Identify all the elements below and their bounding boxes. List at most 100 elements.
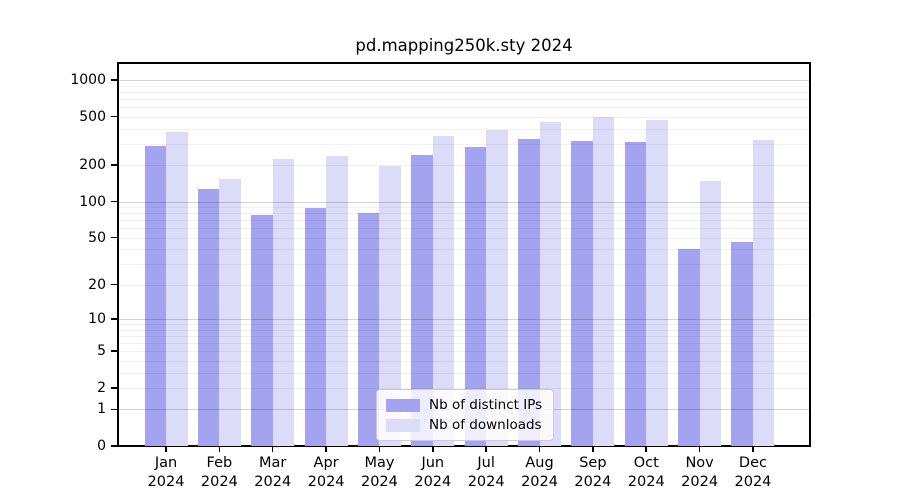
gridline-minor [118,264,810,266]
y-tick-mark [111,350,118,352]
bar-ips-may [357,213,380,446]
y-tick-label: 100 [79,193,106,210]
x-tick-mark [538,446,541,452]
x-tick-mark [378,446,381,452]
bar-ips-jun [411,155,433,446]
gridline-minor [118,249,810,251]
x-tick-label-jul: Jul 2024 [467,455,505,490]
bar-downloads-jul [486,130,508,446]
bar-ips-jan [144,146,166,446]
x-tick-mark [698,446,701,452]
y-tick-label: 2 [97,379,106,396]
y-tick-mark [111,408,118,411]
y-tick-mark [111,387,118,389]
y-tick-label: 20 [88,276,106,293]
x-tick-label-feb: Feb 2024 [200,455,238,490]
gridline-minor [118,284,810,286]
bar-downloads-feb [219,179,241,446]
gridline-minor [118,165,810,167]
gridline-major [118,80,810,82]
bar-ips-feb [197,189,220,446]
x-tick-label-jun: Jun 2024 [414,455,452,490]
chart-title: pd.mapping250k.sty 2024 [355,36,573,55]
bar-ips-nov [678,249,700,446]
gridline-minor [118,351,810,353]
plot-area: Nb of distinct IPs Nb of downloads [117,62,811,447]
gridline-minor [118,107,810,109]
bar-ips-mar [251,215,273,446]
y-tick-mark [111,445,118,447]
gridline-minor [118,360,810,362]
bar-downloads-sep [592,117,615,446]
bar-downloads-nov [699,180,722,446]
y-tick-mark [111,200,118,203]
gridline-minor [118,342,810,344]
legend-swatch-ips [386,398,420,412]
bar-downloads-aug [539,122,562,446]
gridline-minor [118,91,810,93]
legend-swatch-downloads [386,418,420,432]
gridline-minor [118,207,810,209]
bar-downloads-dec [752,140,775,446]
y-tick-mark [111,318,118,320]
legend: Nb of distinct IPs Nb of downloads [376,389,555,441]
x-tick-mark [645,446,647,452]
legend-label-ips: Nb of distinct IPs [429,397,543,413]
x-tick-label-may: May 2024 [360,455,398,490]
y-tick-label: 1 [97,401,106,418]
legend-row-downloads: Nb of downloads [386,417,542,433]
bar-ips-apr [304,208,327,446]
bar-ips-jul [464,147,487,446]
y-tick-label: 5 [97,343,106,360]
legend-row-ips: Nb of distinct IPs [386,397,542,413]
gridline-minor [118,213,810,215]
x-tick-mark [218,446,221,452]
y-tick-label: 50 [88,229,106,246]
y-tick-mark [111,115,118,118]
gridline-minor [118,143,810,145]
y-tick-mark [111,283,118,286]
gridline-minor [118,372,810,374]
x-tick-label-aug: Aug 2024 [521,455,558,490]
x-tick-label-mar: Mar 2024 [254,455,292,490]
gridline-minor [118,324,810,326]
gridline-minor [118,228,810,230]
x-tick-label-dec: Dec 2024 [734,455,772,490]
y-tick-mark [111,164,118,166]
gridline-minor [118,85,810,87]
y-tick-mark [111,236,118,239]
bar-downloads-mar [272,159,295,446]
gridline-major [118,201,810,203]
gridline-minor [118,128,810,130]
x-tick-label-sep: Sep 2024 [574,455,612,490]
x-tick-mark [752,446,754,452]
gridline-minor [118,237,810,239]
gridline-minor [118,116,810,118]
x-tick-label-oct: Oct 2024 [627,455,665,490]
y-tick-label: 200 [79,157,106,174]
gridline-major [118,318,810,320]
bar-ips-aug [518,139,540,446]
y-tick-label: 500 [79,108,106,125]
x-tick-label-apr: Apr 2024 [307,455,345,490]
y-tick-label: 1000 [70,72,106,89]
gridline-minor [118,98,810,100]
y-tick-label: 10 [88,310,106,327]
y-tick-mark [111,79,118,81]
bar-ips-sep [571,141,593,446]
x-tick-mark [271,446,274,452]
bar-downloads-jan [166,132,188,446]
gridline-minor [118,387,810,389]
x-tick-mark [592,446,594,452]
bar-downloads-may [379,166,401,446]
x-tick-label-nov: Nov 2024 [681,455,719,490]
legend-label-downloads: Nb of downloads [429,417,542,433]
gridline-minor [118,329,810,331]
y-tick-label: 0 [97,438,106,454]
gridline-minor [118,335,810,337]
x-tick-mark [432,446,434,452]
x-tick-mark [485,446,487,452]
x-tick-label-jan: Jan 2024 [147,455,185,490]
x-tick-mark [165,446,167,452]
